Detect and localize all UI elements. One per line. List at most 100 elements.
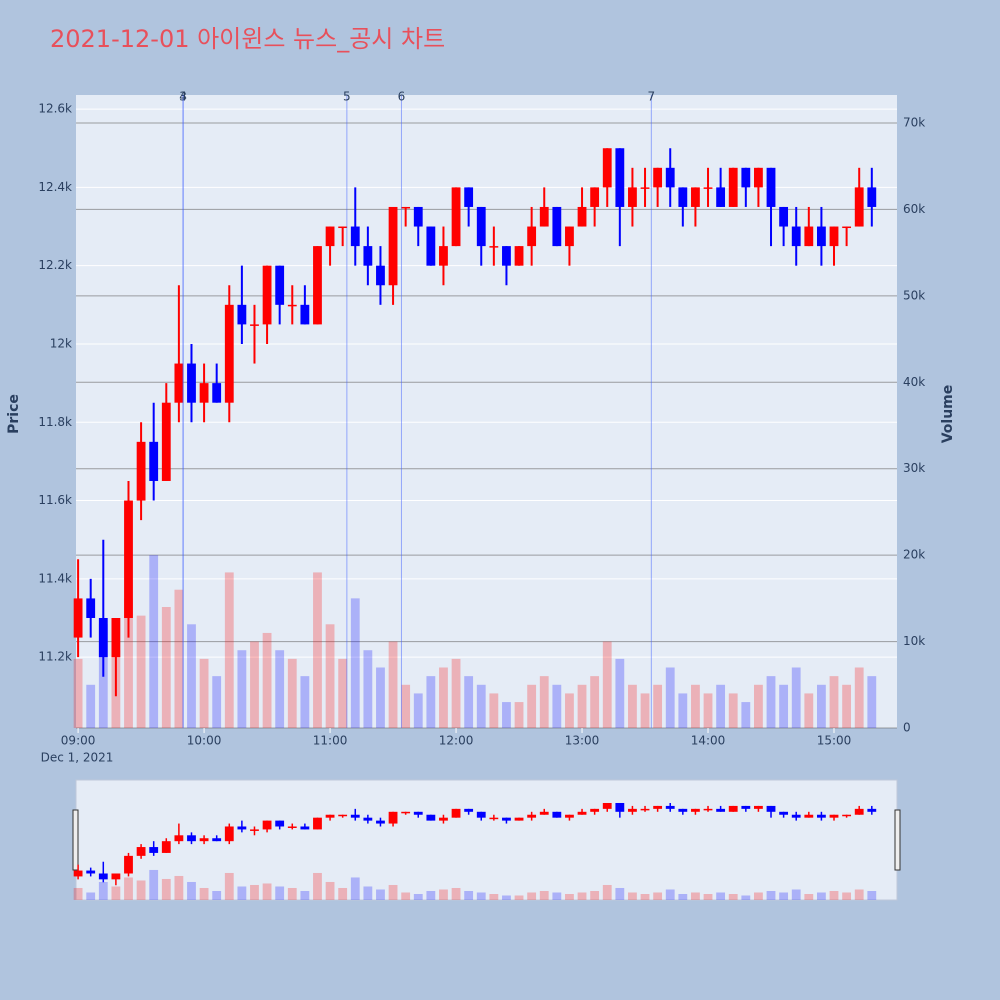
slider-volume-bar	[187, 881, 196, 900]
y2-tick-label: 40k	[903, 375, 925, 389]
slider-candle-body	[124, 855, 133, 874]
slider-volume-bar	[766, 890, 776, 900]
slider-volume-bar	[728, 893, 738, 900]
y2-axis-title: Volume	[940, 385, 956, 444]
y-axis-title: Price	[6, 394, 22, 434]
volume-bar	[401, 684, 411, 728]
slider-candle-body	[451, 808, 461, 818]
volume-bar	[224, 572, 234, 728]
candle-body	[262, 265, 272, 325]
slider-candle-body	[199, 838, 209, 842]
candle-body	[250, 324, 259, 326]
volume-bar	[451, 658, 461, 728]
y2-tick-label: 0	[903, 721, 911, 735]
volume-bar	[653, 684, 663, 728]
slider-candle-body	[703, 808, 713, 811]
volume-bar	[842, 684, 852, 728]
candle-body	[816, 226, 826, 247]
y-tick-label: 11.8k	[38, 415, 72, 429]
volume-bar	[741, 702, 751, 728]
volume-bar	[376, 667, 385, 728]
volume-bar	[237, 650, 247, 728]
candle-body	[854, 187, 864, 227]
candle-body	[187, 363, 196, 403]
slider-volume-bar	[552, 892, 562, 900]
candle-body	[602, 148, 612, 188]
volume-bar	[287, 658, 297, 728]
candle-body	[73, 598, 83, 638]
volume-bar	[262, 632, 272, 728]
slider-volume-bar	[300, 890, 310, 900]
y2-tick-label: 10k	[903, 634, 925, 648]
slider-candle-body	[262, 820, 272, 830]
slider-volume-bar	[350, 877, 360, 900]
volume-bar	[728, 693, 738, 728]
slider-candle-body	[350, 814, 360, 818]
volume-bar	[325, 624, 335, 728]
slider-candle-body	[86, 870, 96, 874]
candle-body	[224, 304, 234, 403]
slider-candle-body	[187, 835, 196, 842]
volume-bar	[439, 667, 448, 728]
candle-body	[615, 148, 625, 207]
volume-bar	[363, 650, 373, 728]
slider-volume-bar	[287, 887, 297, 900]
volume-bar	[854, 667, 864, 728]
candle-body	[829, 226, 839, 247]
slider-candle-body	[275, 820, 285, 827]
slider-candle-body	[98, 873, 108, 880]
candle-body	[313, 246, 322, 325]
slider-volume-bar	[237, 886, 247, 900]
volume-bar	[829, 676, 839, 728]
slider-volume-bar	[804, 893, 814, 900]
volume-bar	[413, 693, 423, 728]
candle-body	[728, 167, 738, 207]
range-handle[interactable]	[72, 809, 79, 871]
slider-candle-body	[602, 802, 612, 809]
slider-volume-bar	[741, 895, 751, 900]
slider-volume-bar	[262, 883, 272, 900]
y2-tick-label: 70k	[903, 116, 925, 130]
slider-candle-body	[439, 817, 448, 821]
volume-bar	[489, 693, 499, 728]
volume-bar	[791, 667, 801, 728]
slider-volume-bar	[716, 892, 726, 900]
news-label: 7	[648, 90, 656, 104]
volume-bar	[338, 658, 348, 728]
volume-bar	[161, 607, 171, 728]
volume-bar	[174, 589, 184, 728]
y-tick-label: 11.4k	[38, 571, 72, 585]
slider-volume-bar	[111, 886, 121, 900]
slider-volume-bar	[867, 890, 877, 900]
y-tick-label: 11.2k	[38, 650, 72, 664]
slider-candle-body	[653, 805, 663, 809]
slider-volume-bar	[779, 892, 789, 900]
slider-candle-body	[539, 811, 549, 815]
slider-candle-body	[325, 814, 335, 818]
slider-candle-body	[250, 829, 259, 831]
range-handle[interactable]	[894, 809, 901, 871]
slider-volume-bar	[136, 880, 146, 900]
slider-volume-bar	[325, 881, 335, 900]
slider-candle-body	[73, 870, 83, 877]
volume-bar	[628, 684, 637, 728]
volume-bar	[754, 684, 763, 728]
candle-body	[552, 206, 562, 247]
slider-volume-bar	[703, 893, 713, 900]
slider-volume-bar	[149, 869, 159, 900]
slider-candle-body	[678, 808, 688, 812]
candle-body	[124, 500, 133, 618]
volume-bar	[73, 658, 83, 728]
slider-volume-bar	[514, 895, 524, 900]
slider-volume-bar	[161, 878, 171, 900]
slider-candle-body	[728, 805, 738, 812]
volume-bar	[691, 684, 700, 728]
candle-body	[867, 187, 877, 207]
candle-body	[628, 187, 637, 207]
candle-body	[350, 226, 360, 247]
candle-body	[376, 265, 385, 286]
y2-tick-label: 30k	[903, 461, 925, 475]
slider-volume-bar	[665, 889, 675, 900]
volume-bar	[476, 684, 486, 728]
